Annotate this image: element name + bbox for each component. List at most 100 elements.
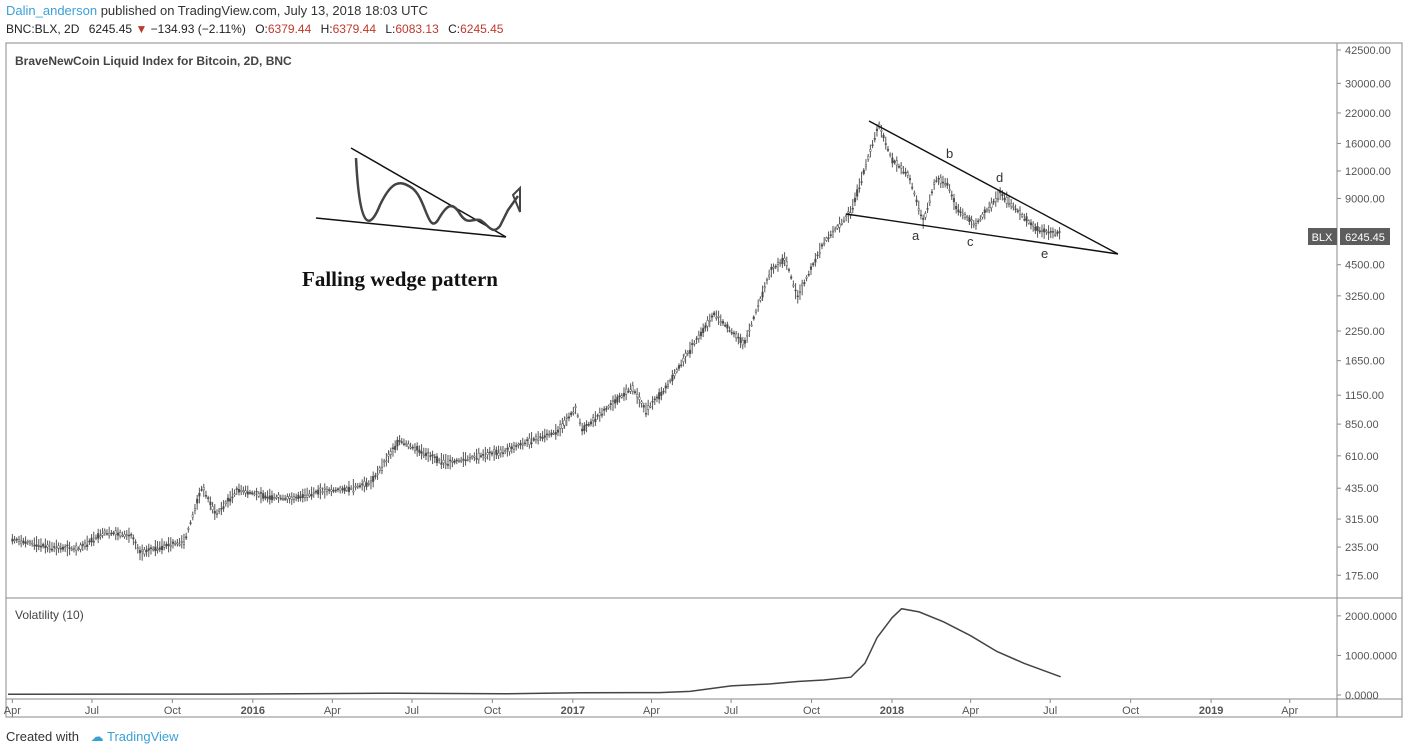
candle-body [801, 283, 804, 286]
candle-body [906, 172, 909, 176]
tradingview-link[interactable]: ☁ TradingView [91, 729, 179, 744]
candle-body [856, 189, 859, 197]
author-link[interactable]: Dalin_anderson [6, 3, 98, 18]
candle-body [314, 491, 318, 493]
candle-body [748, 329, 751, 332]
candle-body [763, 286, 766, 289]
candle-body [759, 298, 762, 301]
candle-body [737, 336, 740, 339]
candle-body [1034, 226, 1037, 231]
candle-body [660, 391, 663, 396]
candle-body [187, 528, 190, 530]
candle-body [1047, 231, 1050, 234]
candle-body [53, 546, 56, 548]
candle-body [235, 488, 238, 490]
candle-body [57, 545, 60, 549]
time-tick-label: Oct [803, 705, 820, 717]
candle-body [559, 424, 562, 429]
candle-body [207, 497, 210, 499]
candle-body [831, 230, 835, 233]
candle-body [367, 483, 370, 485]
candle-body [576, 415, 579, 417]
open-label: O: [255, 22, 268, 36]
candle-body [264, 495, 267, 499]
candle-body [11, 538, 14, 542]
candle-body [468, 457, 472, 460]
candle-body [416, 446, 419, 451]
volatility-pane-title: Volatility (10) [15, 608, 84, 622]
candle-body [33, 544, 36, 547]
candle-body [616, 396, 619, 403]
candle-body [510, 446, 513, 449]
candle-body [167, 543, 170, 546]
price-tick-label: 1150.00 [1345, 390, 1384, 402]
candle-body [506, 448, 509, 450]
candle-body [94, 537, 98, 539]
candle-body [189, 522, 192, 524]
candle-body [323, 487, 326, 490]
wave-label-b: b [946, 146, 953, 161]
falling-wedge-illustration [315, 147, 521, 238]
candle-body [347, 486, 351, 493]
candle-body [471, 456, 474, 459]
candle-body [561, 423, 564, 429]
candle-body [372, 476, 375, 482]
candle-body [523, 442, 527, 445]
candle-body [83, 542, 87, 547]
candle-body [310, 494, 313, 497]
candle-body [229, 498, 232, 502]
candle-body [715, 317, 718, 319]
candle-body [944, 183, 947, 186]
candle-body [752, 316, 755, 320]
candle-body [977, 220, 980, 223]
candle-body [1014, 208, 1017, 211]
candle-body [838, 223, 841, 228]
candle-body [889, 153, 892, 156]
candle-body [363, 481, 366, 487]
candle-body [594, 418, 597, 423]
candle-body [490, 452, 494, 455]
candle-body [655, 396, 659, 399]
footer: Created with ☁ TradingView [6, 729, 179, 745]
candle-body [697, 334, 700, 339]
candle-body [105, 533, 109, 535]
price-tick-label: 42500.00 [1345, 45, 1391, 57]
candle-body [20, 540, 23, 544]
candle-body [805, 277, 808, 279]
candle-body [633, 391, 637, 394]
candle-body [215, 513, 219, 515]
high-label: H: [320, 22, 333, 36]
candle-body [237, 489, 241, 493]
candle-body [193, 508, 197, 511]
candle-body [1023, 218, 1026, 221]
candle-body [530, 442, 533, 444]
candle-body [864, 164, 868, 168]
candle-body [717, 316, 720, 318]
wave-label-d: d [996, 170, 1003, 185]
time-tick-label: 2016 [241, 705, 265, 717]
candle-body [950, 194, 953, 197]
candle-body [768, 274, 771, 278]
candle-body [924, 213, 927, 218]
wedge-lower-trendline[interactable] [845, 213, 1119, 255]
illustration-price-path [354, 157, 520, 232]
candle-body [847, 211, 850, 214]
price-tick-label: 16000.00 [1345, 138, 1391, 150]
candle-body [44, 545, 47, 549]
candle-body [928, 200, 931, 203]
down-arrow-icon: ▼ [135, 22, 148, 36]
candle-body [220, 508, 223, 510]
candle-body [695, 338, 698, 340]
change-value: −134.93 (−2.11%) [150, 22, 246, 36]
candle-body [545, 433, 549, 436]
price-tick-label: 2250.00 [1345, 326, 1385, 338]
candle-body [303, 495, 307, 498]
candle-body [1036, 226, 1039, 231]
candle-body [198, 492, 201, 497]
candle-body [152, 548, 155, 551]
wedge-upper-trendline[interactable] [868, 120, 1119, 255]
candle-body [706, 320, 709, 327]
candle-body [622, 392, 626, 397]
candle-body [746, 334, 749, 337]
